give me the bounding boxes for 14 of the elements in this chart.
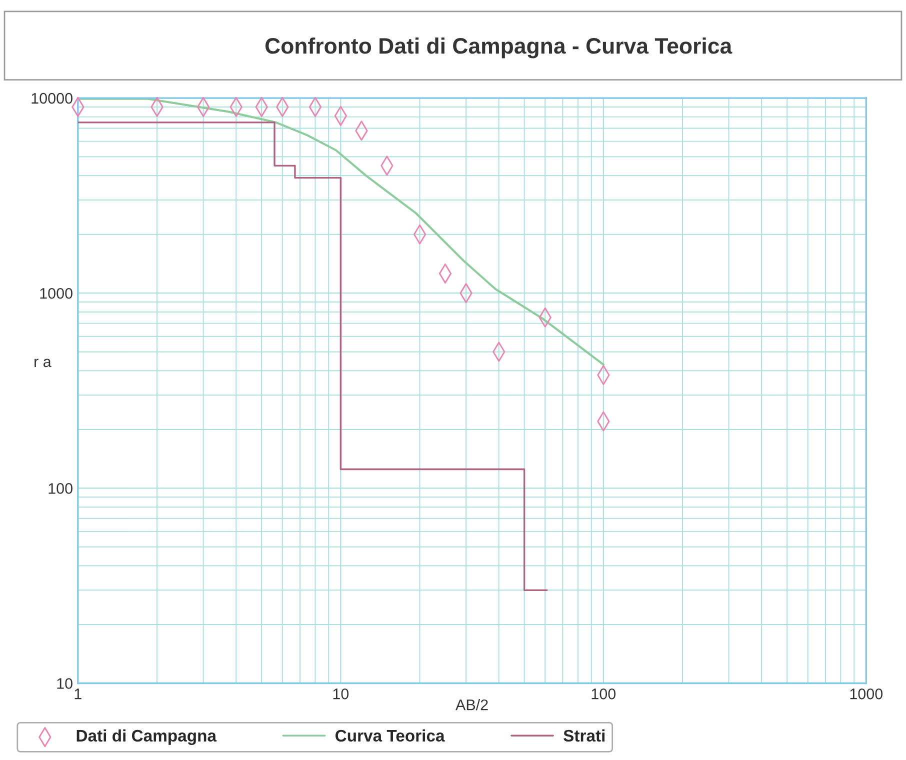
chart-title: Confronto Dati di Campagna - Curva Teorica <box>265 37 732 58</box>
legend-label: Curva Teorica <box>336 729 445 742</box>
y-axis-title: r a <box>34 358 52 368</box>
y-tick-label: 10000 <box>32 92 72 104</box>
legend-label: Dati di Campagna <box>76 729 217 745</box>
y-tick-label: 100 <box>48 483 72 494</box>
x-tick-label: 100 <box>592 688 616 700</box>
x-tick-label: 1 <box>74 688 82 700</box>
y-tick-label: 10 <box>57 678 72 689</box>
x-tick-label: 10 <box>333 688 349 700</box>
x-tick-label: 1000 <box>850 688 883 700</box>
legend-label: Strati <box>564 729 604 742</box>
x-axis-title: AB/2 <box>455 699 488 710</box>
y-tick-label: 1000 <box>40 288 72 299</box>
